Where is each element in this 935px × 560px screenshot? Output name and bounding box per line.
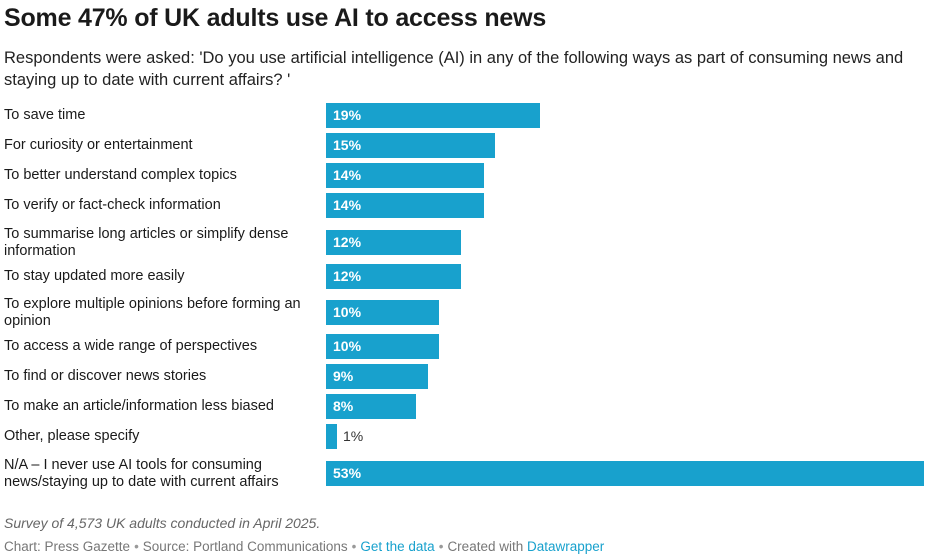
chart-title: Some 47% of UK adults use AI to access n… bbox=[4, 4, 547, 32]
bar-row: Other, please specify 1% bbox=[0, 421, 935, 451]
bar-row: For curiosity or entertainment 15% bbox=[0, 130, 935, 160]
bar bbox=[326, 334, 439, 359]
data-label: 9% bbox=[333, 368, 354, 384]
chart-credit: Chart: Press Gazette bbox=[4, 539, 131, 554]
bar-row: To make an article/information less bias… bbox=[0, 391, 935, 421]
data-label: 14% bbox=[333, 167, 362, 183]
bar bbox=[326, 394, 416, 419]
data-label: 14% bbox=[333, 197, 362, 213]
bar bbox=[326, 300, 439, 325]
category-label: N/A – I never use AI tools for consuming… bbox=[4, 456, 279, 490]
category-label: To summarise long articles or simplify d… bbox=[4, 225, 289, 259]
bar bbox=[326, 133, 495, 158]
bar-row: To find or discover news stories 9% bbox=[0, 361, 935, 391]
bar-row: To verify or fact-check information 14% bbox=[0, 190, 935, 220]
category-label: To save time bbox=[4, 106, 86, 123]
chart-subtitle: Respondents were asked: 'Do you use arti… bbox=[4, 49, 904, 89]
category-label: To verify or fact-check information bbox=[4, 196, 221, 213]
bar-row: To save time 19% bbox=[0, 100, 935, 130]
bar-row: To explore multiple opinions before form… bbox=[0, 294, 935, 331]
category-label: To better understand complex topics bbox=[4, 166, 237, 183]
category-label: To explore multiple opinions before form… bbox=[4, 295, 301, 329]
data-label: 12% bbox=[333, 268, 362, 284]
category-label: To stay updated more easily bbox=[4, 267, 185, 284]
bar bbox=[326, 103, 540, 128]
created-with-text: Created with bbox=[447, 539, 524, 554]
data-label: 1% bbox=[343, 428, 364, 444]
bar bbox=[326, 461, 924, 486]
bar-row: To better understand complex topics 14% bbox=[0, 160, 935, 190]
category-label: For curiosity or entertainment bbox=[4, 136, 193, 153]
bar bbox=[326, 230, 461, 255]
bar-row: N/A – I never use AI tools for consuming… bbox=[0, 455, 935, 492]
bar-row: To summarise long articles or simplify d… bbox=[0, 224, 935, 261]
footer-separator: • bbox=[134, 539, 139, 554]
bar bbox=[326, 264, 461, 289]
category-label: To find or discover news stories bbox=[4, 367, 207, 384]
category-label: To make an article/information less bias… bbox=[4, 397, 274, 414]
source-credit: Source: Portland Communications bbox=[142, 539, 348, 554]
bar-chart: To save time 19% For curiosity or entertai… bbox=[0, 100, 935, 492]
bar-row: To stay updated more easily 12% bbox=[0, 261, 935, 291]
data-label: 10% bbox=[333, 304, 362, 320]
datawrapper-link[interactable]: Datawrapper bbox=[527, 539, 605, 554]
data-label: 15% bbox=[333, 137, 362, 153]
bar bbox=[326, 364, 428, 389]
data-label: 10% bbox=[333, 338, 362, 354]
chart-notes: Survey of 4,573 UK adults conducted in A… bbox=[4, 515, 321, 531]
chart-footer: Chart: Press Gazette • Source: Portland Co… bbox=[4, 539, 604, 554]
bar bbox=[326, 193, 484, 218]
get-the-data-link[interactable]: Get the data bbox=[360, 539, 435, 554]
footer-separator: • bbox=[438, 539, 444, 554]
data-label: 53% bbox=[333, 465, 362, 481]
bar-row: To access a wide range of perspectives 10… bbox=[0, 331, 935, 361]
data-label: 8% bbox=[333, 398, 354, 414]
bar bbox=[326, 424, 337, 449]
category-label: Other, please specify bbox=[4, 427, 140, 444]
bar bbox=[326, 163, 484, 188]
data-label: 12% bbox=[333, 234, 362, 250]
footer-separator: • bbox=[351, 539, 357, 554]
category-label: To access a wide range of perspectives bbox=[4, 337, 258, 354]
data-label: 19% bbox=[333, 107, 362, 123]
